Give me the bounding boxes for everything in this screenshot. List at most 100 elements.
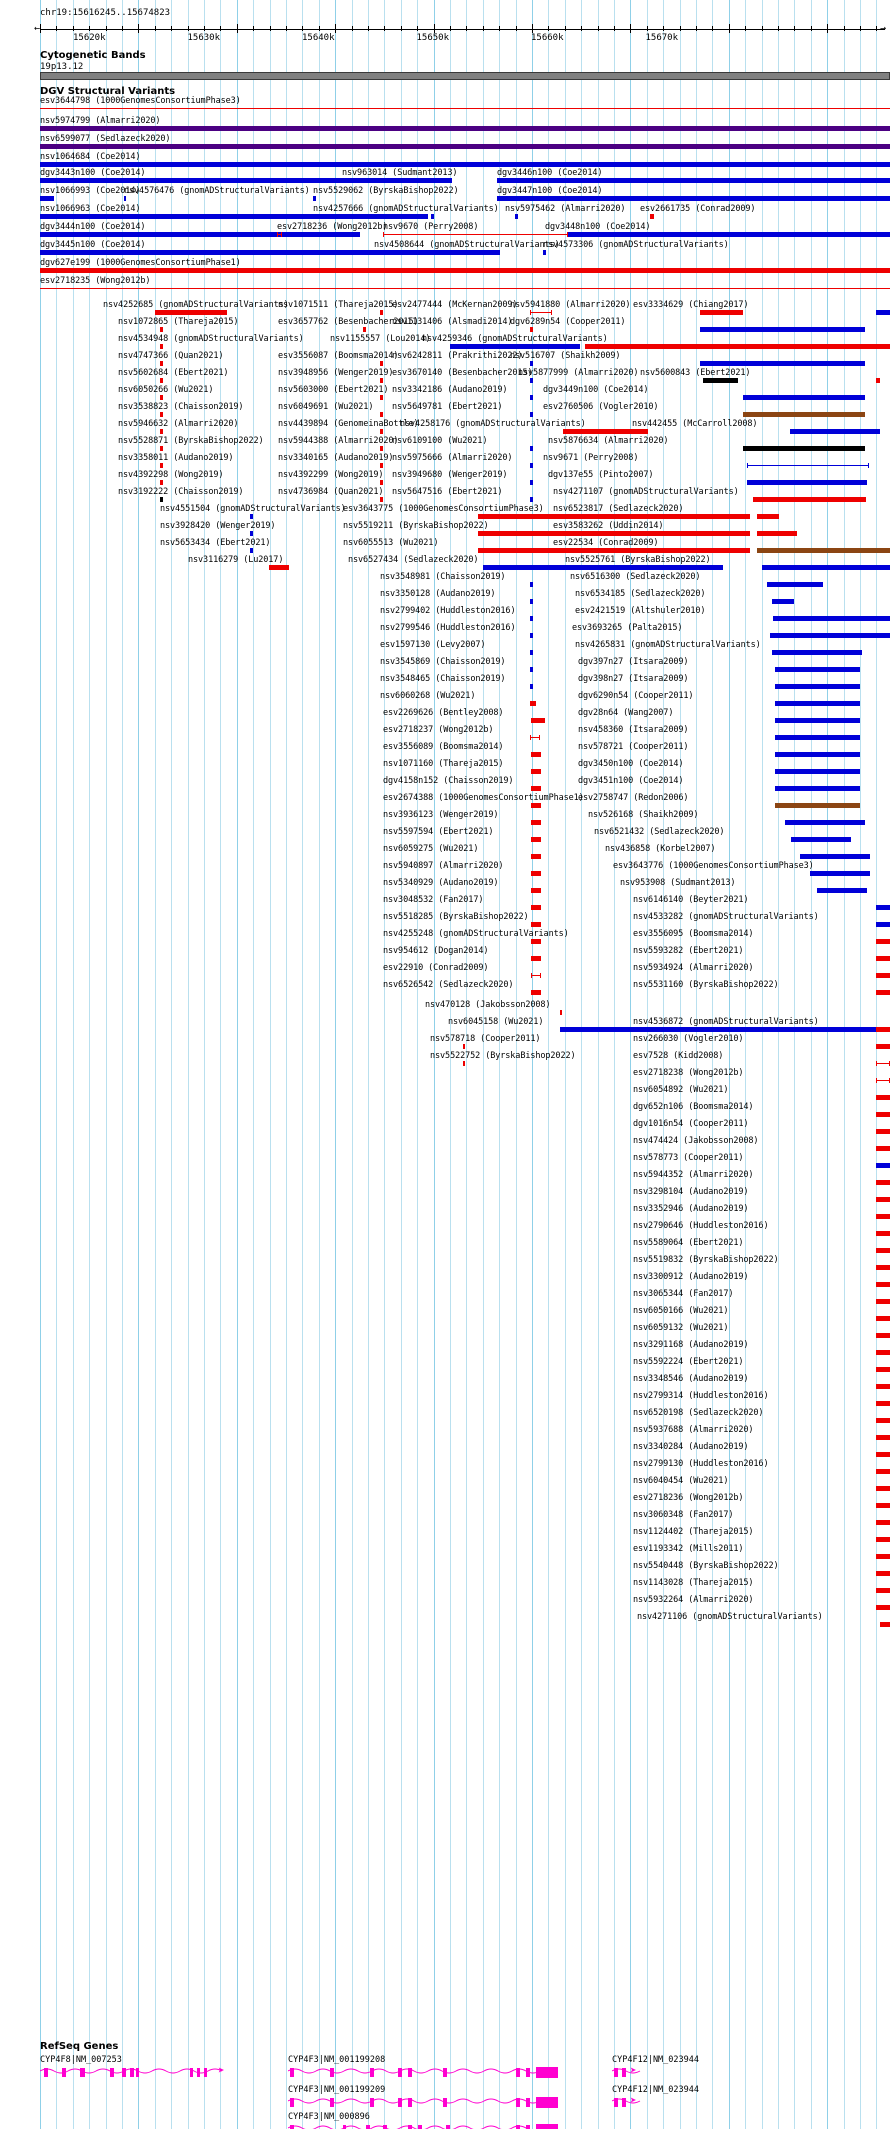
feature-bar[interactable] — [775, 735, 860, 740]
feature-bar[interactable] — [876, 1095, 890, 1100]
feature-bar[interactable] — [530, 667, 533, 672]
gene-exon[interactable] — [370, 2098, 374, 2107]
feature-bar[interactable] — [463, 1044, 465, 1049]
feature-bar[interactable] — [40, 250, 500, 255]
feature-bar[interactable] — [876, 956, 890, 961]
feature-bar[interactable] — [876, 1316, 890, 1321]
feature-bar[interactable] — [585, 344, 890, 349]
feature-bar[interactable] — [876, 1520, 890, 1525]
feature-bar[interactable] — [791, 837, 851, 842]
feature-bar[interactable] — [757, 514, 779, 519]
gene-exon[interactable] — [136, 2068, 139, 2077]
feature-bar[interactable] — [531, 905, 541, 910]
feature-bar[interactable] — [876, 922, 890, 927]
feature-bar[interactable] — [568, 232, 890, 237]
feature-bar[interactable] — [531, 769, 541, 774]
feature-bar[interactable] — [40, 144, 890, 149]
feature-bar[interactable] — [876, 905, 890, 910]
gene-exon[interactable] — [526, 2098, 530, 2107]
feature-bar[interactable] — [530, 361, 533, 366]
gene-exon[interactable] — [204, 2068, 207, 2077]
gene-exon[interactable] — [443, 2098, 447, 2107]
feature-bar[interactable] — [775, 786, 860, 791]
feature-bar[interactable] — [876, 1231, 890, 1236]
feature-bar[interactable] — [876, 1554, 890, 1559]
feature-bar[interactable] — [800, 854, 870, 859]
feature-bar[interactable] — [124, 196, 126, 201]
feature-bar[interactable] — [155, 310, 227, 315]
feature-bar[interactable] — [530, 463, 533, 468]
feature-bar[interactable] — [531, 786, 541, 791]
feature-bar[interactable] — [380, 361, 383, 366]
feature-bar[interactable] — [876, 1469, 890, 1474]
feature-bar[interactable] — [743, 446, 865, 451]
feature-bar[interactable] — [876, 1197, 890, 1202]
gene-exon[interactable] — [398, 2098, 402, 2107]
feature-bar[interactable] — [531, 888, 541, 893]
feature-bar[interactable] — [775, 718, 860, 723]
feature-bar[interactable] — [531, 854, 541, 859]
gene-exon[interactable] — [418, 2125, 422, 2129]
feature-bar[interactable] — [876, 1605, 890, 1610]
feature-bar[interactable] — [160, 429, 163, 434]
gene-utr-block[interactable] — [536, 2124, 558, 2129]
feature-bar[interactable] — [380, 395, 383, 400]
feature-bar[interactable] — [374, 250, 377, 255]
feature-bar[interactable] — [530, 378, 533, 383]
feature-bar[interactable] — [40, 196, 54, 201]
feature-span-line[interactable] — [277, 234, 282, 235]
gene-exon[interactable] — [408, 2098, 412, 2107]
gene-exon[interactable] — [44, 2068, 48, 2077]
gene-exon[interactable] — [290, 2125, 294, 2129]
gene-exon[interactable] — [622, 2068, 626, 2077]
feature-bar[interactable] — [40, 178, 452, 183]
feature-bar[interactable] — [250, 548, 253, 553]
feature-span-line[interactable] — [747, 465, 869, 466]
gene-exon[interactable] — [366, 2125, 370, 2129]
feature-bar[interactable] — [703, 378, 738, 383]
feature-bar[interactable] — [876, 1180, 890, 1185]
feature-bar[interactable] — [876, 1027, 890, 1032]
feature-bar[interactable] — [531, 990, 541, 995]
feature-bar[interactable] — [160, 378, 163, 383]
feature-bar[interactable] — [530, 616, 533, 621]
feature-bar[interactable] — [40, 232, 360, 237]
feature-bar[interactable] — [876, 1418, 890, 1423]
feature-bar[interactable] — [785, 820, 865, 825]
feature-bar[interactable] — [790, 429, 880, 434]
feature-span-line[interactable] — [40, 288, 890, 289]
feature-bar[interactable] — [753, 497, 866, 502]
feature-bar[interactable] — [560, 1010, 562, 1015]
gene-exon[interactable] — [408, 2068, 412, 2077]
feature-bar[interactable] — [876, 1282, 890, 1287]
feature-bar[interactable] — [531, 871, 541, 876]
feature-bar[interactable] — [530, 633, 533, 638]
cytoband-bar[interactable] — [40, 72, 890, 80]
feature-bar[interactable] — [876, 1435, 890, 1440]
feature-bar[interactable] — [160, 327, 163, 332]
gene-exon[interactable] — [290, 2098, 294, 2107]
gene-exon[interactable] — [383, 2125, 387, 2129]
gene-exon[interactable] — [622, 2098, 626, 2107]
feature-bar[interactable] — [876, 1537, 890, 1542]
gene-exon[interactable] — [443, 2068, 447, 2077]
feature-bar[interactable] — [876, 939, 890, 944]
feature-bar[interactable] — [770, 633, 890, 638]
feature-bar[interactable] — [313, 196, 316, 201]
feature-span-line[interactable] — [530, 312, 552, 313]
feature-bar[interactable] — [762, 565, 890, 570]
feature-span-line[interactable] — [531, 975, 541, 976]
feature-bar[interactable] — [876, 1163, 890, 1168]
gene-exon[interactable] — [526, 2068, 530, 2077]
feature-bar[interactable] — [747, 480, 867, 485]
feature-bar[interactable] — [160, 480, 163, 485]
feature-bar[interactable] — [530, 701, 536, 706]
feature-bar[interactable] — [563, 429, 648, 434]
feature-bar[interactable] — [463, 1061, 465, 1066]
feature-bar[interactable] — [531, 922, 541, 927]
feature-bar[interactable] — [810, 871, 870, 876]
feature-bar[interactable] — [431, 214, 434, 219]
gene-exon[interactable] — [398, 2068, 402, 2077]
gene-exon[interactable] — [446, 2125, 450, 2129]
feature-bar[interactable] — [876, 990, 890, 995]
